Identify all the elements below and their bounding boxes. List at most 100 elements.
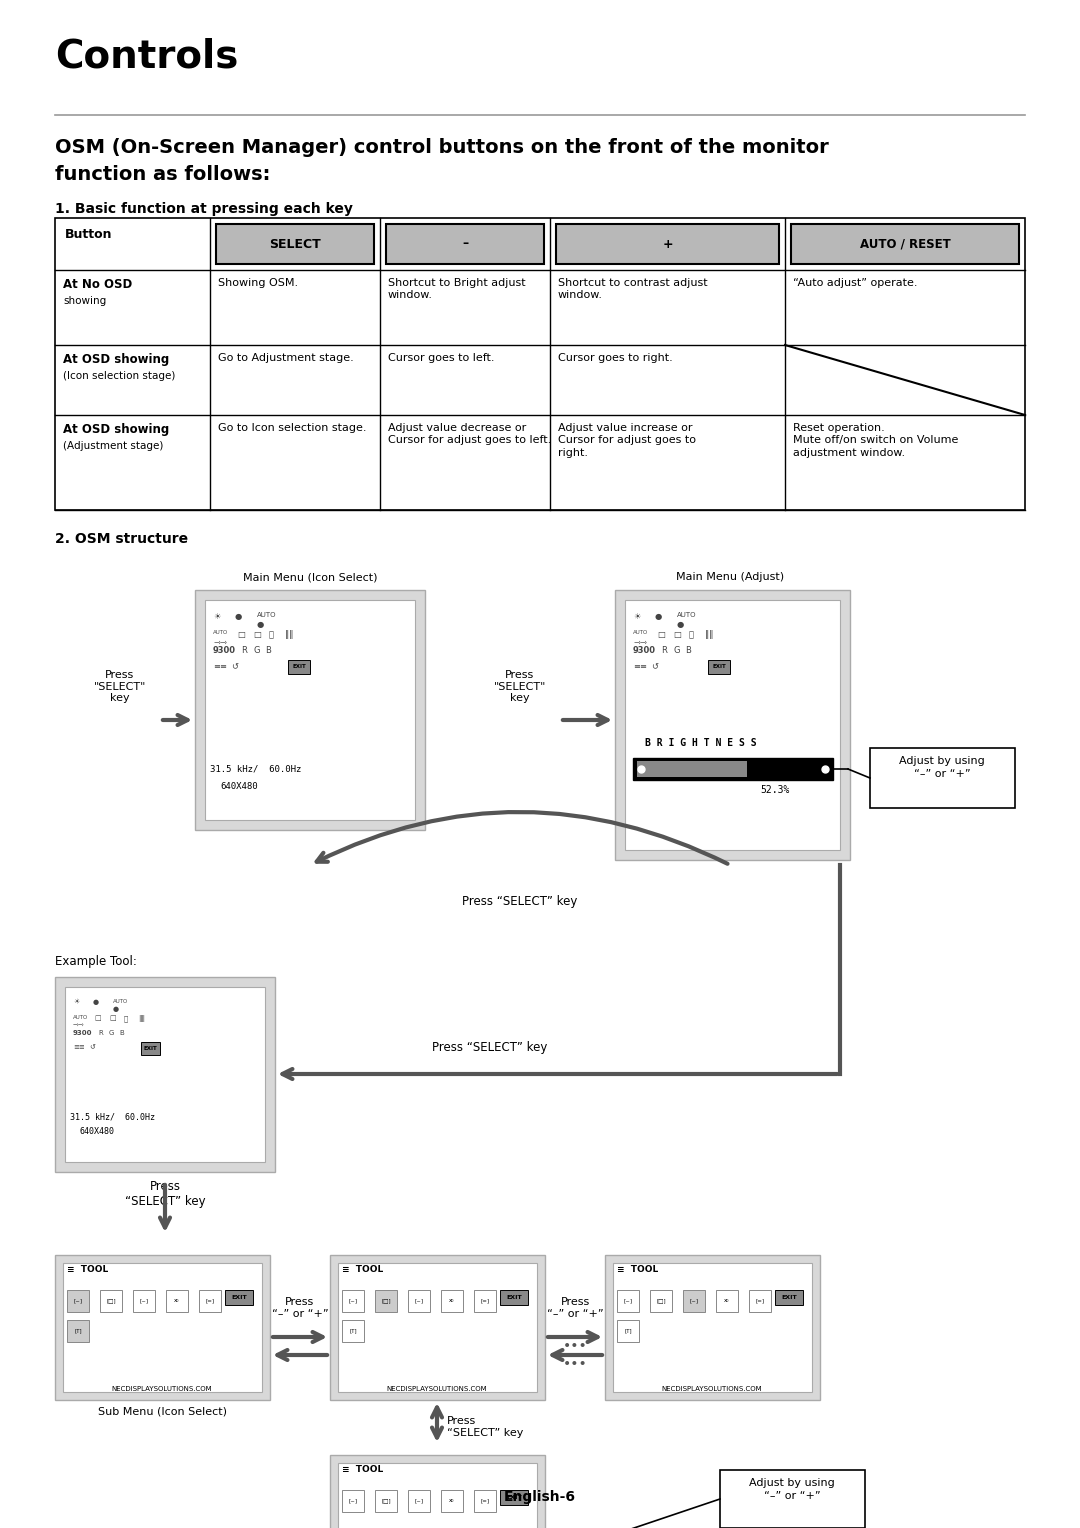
Text: [~]: [~] [73, 1299, 82, 1303]
Text: [□]: [□] [381, 1499, 391, 1504]
Bar [720, 1470, 865, 1528]
Text: Reset operation.
Mute off/on switch on Volume
adjustment window.: Reset operation. Mute off/on switch on V… [793, 423, 958, 458]
Text: EXIT: EXIT [507, 1296, 522, 1300]
Text: AUTO: AUTO [677, 613, 697, 617]
Bar [205, 601, 415, 821]
Text: B: B [265, 646, 271, 656]
Text: Go to Icon selection stage.: Go to Icon selection stage. [218, 423, 366, 432]
Text: ●: ● [654, 613, 662, 620]
Text: ‖‖: ‖‖ [705, 630, 714, 639]
Text: Shortcut to Bright adjust
window.: Shortcut to Bright adjust window. [388, 278, 526, 301]
Text: EXIT: EXIT [781, 1296, 797, 1300]
Text: □: □ [673, 630, 680, 639]
Text: ☀: ☀ [633, 613, 640, 620]
Text: 52.3%: 52.3% [760, 785, 789, 795]
Text: Adjust value decrease or
Cursor for adjust goes to left.: Adjust value decrease or Cursor for adju… [388, 423, 551, 445]
Text: +: + [662, 237, 673, 251]
Bar [500, 1290, 528, 1305]
Text: [~]: [~] [623, 1299, 633, 1303]
Text: EXIT: EXIT [292, 665, 306, 669]
Text: x₀: x₀ [174, 1299, 179, 1303]
Bar [750, 1290, 771, 1313]
Text: x₀: x₀ [449, 1499, 455, 1504]
Text: AUTO / RESET: AUTO / RESET [860, 237, 950, 251]
Text: ⬜: ⬜ [269, 630, 274, 639]
Text: ●: ● [112, 1007, 119, 1012]
Text: 9300: 9300 [633, 646, 656, 656]
Text: Showing OSM.: Showing OSM. [218, 278, 298, 287]
Text: [=]: [=] [481, 1299, 489, 1303]
Text: ≡  TOOL: ≡ TOOL [342, 1265, 383, 1274]
Bar [55, 976, 275, 1172]
Text: ⬜: ⬜ [123, 1015, 127, 1022]
Text: [=]: [=] [205, 1299, 215, 1303]
Text: 9300: 9300 [73, 1030, 93, 1036]
Text: ●: ● [235, 613, 242, 620]
Text: AUTO: AUTO [633, 630, 648, 636]
Bar [500, 1490, 528, 1505]
Bar [556, 225, 779, 264]
Text: B: B [685, 646, 691, 656]
Text: •••: ••• [563, 1339, 588, 1352]
Text: G: G [109, 1030, 114, 1036]
Text: ⇾⇾: ⇾⇾ [633, 639, 647, 646]
Text: AUTO: AUTO [213, 630, 228, 636]
Bar [474, 1490, 496, 1513]
Bar [55, 219, 1025, 510]
Bar [617, 1290, 639, 1313]
Text: “Auto adjust” operate.: “Auto adjust” operate. [793, 278, 918, 287]
Text: showing: showing [63, 296, 106, 306]
Text: [~]: [~] [349, 1299, 357, 1303]
Text: Press
“SELECT” key: Press “SELECT” key [124, 1180, 205, 1209]
Text: R: R [241, 646, 247, 656]
Text: (Adjustment stage): (Adjustment stage) [63, 442, 163, 451]
Bar [140, 1042, 160, 1054]
Text: ☀: ☀ [73, 999, 79, 1005]
Text: [□]: [□] [657, 1299, 665, 1303]
Text: ↺: ↺ [90, 1044, 95, 1050]
Text: [~]: [~] [689, 1299, 699, 1303]
Bar [870, 749, 1015, 808]
Text: Main Menu (Icon Select): Main Menu (Icon Select) [243, 571, 377, 582]
Text: At No OSD: At No OSD [63, 278, 132, 290]
Text: Adjust by using
“–” or “+”: Adjust by using “–” or “+” [750, 1478, 835, 1500]
Bar [775, 1290, 804, 1305]
Bar [63, 1264, 262, 1392]
Bar [67, 1320, 89, 1342]
Text: EXIT: EXIT [144, 1047, 158, 1051]
Bar [683, 1290, 705, 1313]
Text: ●: ● [677, 620, 685, 630]
Bar [615, 590, 850, 860]
Text: □: □ [109, 1015, 116, 1021]
Text: EXIT: EXIT [231, 1296, 247, 1300]
Text: Button: Button [65, 228, 112, 241]
Text: Press “SELECT” key: Press “SELECT” key [462, 895, 578, 908]
Bar [330, 1254, 545, 1400]
Text: Press
"SELECT"
key: Press "SELECT" key [494, 669, 546, 703]
Bar [408, 1490, 430, 1513]
Bar [342, 1490, 364, 1513]
Text: Main Menu (Adjust): Main Menu (Adjust) [676, 571, 784, 582]
Text: ⇾⇾: ⇾⇾ [73, 1022, 84, 1028]
Bar [613, 1264, 812, 1392]
Text: NECDISPLAYSOLUTIONS.COM: NECDISPLAYSOLUTIONS.COM [111, 1386, 213, 1392]
Bar [338, 1264, 537, 1392]
Text: [~]: [~] [139, 1299, 149, 1303]
Text: ≡≡: ≡≡ [633, 662, 647, 671]
Bar [199, 1290, 221, 1313]
Text: Cursor goes to left.: Cursor goes to left. [388, 353, 495, 364]
Text: R: R [661, 646, 666, 656]
Text: R: R [98, 1030, 103, 1036]
Text: [□]: [□] [381, 1299, 391, 1303]
Text: [T]: [T] [624, 1328, 632, 1334]
Text: B R I G H T N E S S: B R I G H T N E S S [645, 738, 757, 749]
Bar [474, 1290, 496, 1313]
Text: EXIT: EXIT [712, 665, 726, 669]
Text: G: G [253, 646, 259, 656]
Text: 2. OSM structure: 2. OSM structure [55, 532, 188, 545]
Text: [~]: [~] [415, 1499, 423, 1504]
Text: Press
"SELECT"
key: Press "SELECT" key [94, 669, 146, 703]
Bar [55, 1254, 270, 1400]
Text: Go to Adjustment stage.: Go to Adjustment stage. [218, 353, 354, 364]
Text: 31.5 kHz/  60.0Hz: 31.5 kHz/ 60.0Hz [210, 766, 301, 775]
